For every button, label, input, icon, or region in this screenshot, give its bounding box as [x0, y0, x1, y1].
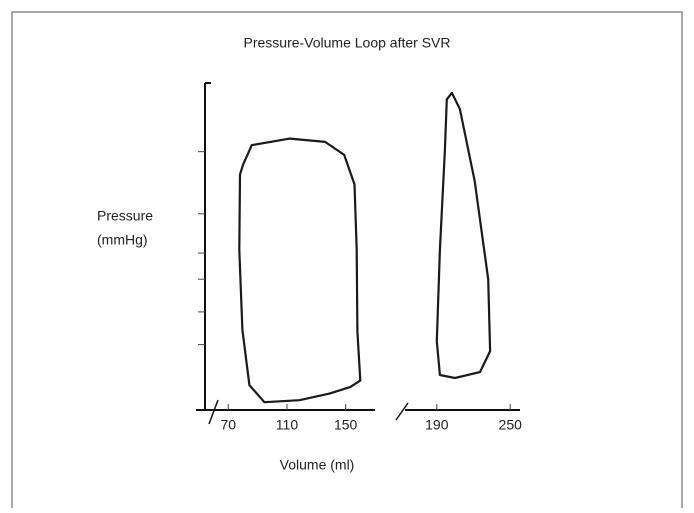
x-tick-label: 70 [220, 417, 236, 433]
frame [11, 11, 683, 508]
x-tick-label: 110 [276, 417, 299, 433]
axis-break [395, 402, 409, 421]
y-axis-label: (mmHg) [97, 232, 148, 248]
y-axis-label: Pressure [97, 208, 153, 224]
pv-loop [435, 91, 492, 380]
x-tick-label: 250 [499, 417, 523, 433]
x-tick-label: 150 [334, 417, 358, 433]
pv-loop [238, 137, 362, 404]
x-tick-label: 190 [425, 417, 449, 433]
axis-break [208, 399, 219, 425]
x-axis-label: Volume (ml) [280, 457, 355, 473]
chart-title: Pressure-Volume Loop after SVR [244, 35, 451, 51]
